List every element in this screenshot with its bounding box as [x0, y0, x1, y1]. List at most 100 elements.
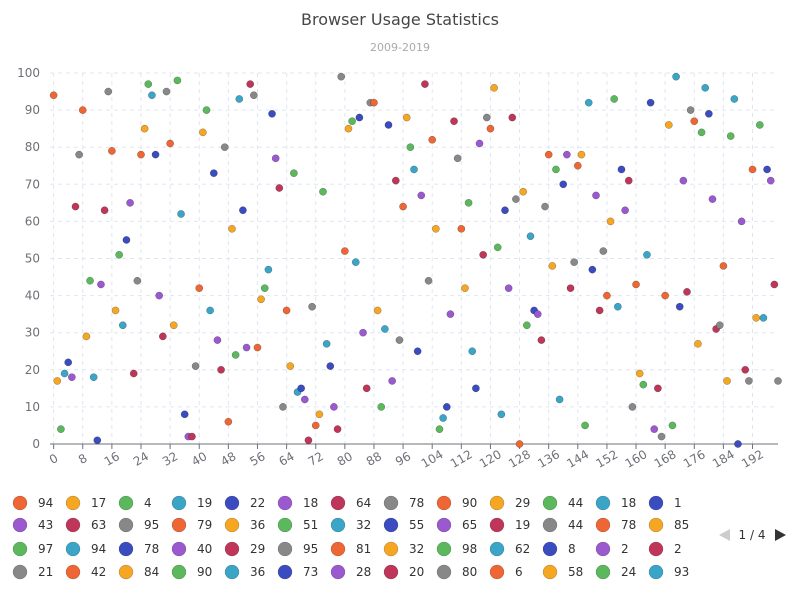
scatter-point[interactable]: [533, 310, 542, 318]
legend-marker[interactable]: [542, 495, 558, 511]
legend-marker[interactable]: [224, 541, 240, 557]
scatter-point[interactable]: [224, 417, 233, 426]
legend-label[interactable]: 28: [356, 565, 371, 579]
scatter-point[interactable]: [734, 440, 742, 448]
scatter-point[interactable]: [730, 95, 739, 103]
scatter-point[interactable]: [755, 121, 764, 129]
scatter-point[interactable]: [108, 147, 116, 155]
legend-label[interactable]: 22: [250, 496, 265, 510]
scatter-point[interactable]: [89, 373, 98, 382]
scatter-point[interactable]: [355, 113, 364, 122]
scatter-point[interactable]: [686, 106, 695, 114]
scatter-point[interactable]: [344, 124, 353, 133]
scatter-point[interactable]: [188, 432, 196, 441]
scatter-point[interactable]: [606, 217, 615, 226]
scatter-point[interactable]: [519, 187, 528, 196]
legend-label[interactable]: 2: [674, 542, 682, 556]
scatter-point[interactable]: [643, 250, 651, 259]
scatter-point[interactable]: [515, 440, 524, 448]
legend-marker[interactable]: [648, 495, 664, 511]
scatter-point[interactable]: [745, 377, 753, 385]
scatter-point[interactable]: [311, 421, 320, 430]
scatter-point[interactable]: [140, 124, 149, 133]
scatter-point[interactable]: [209, 169, 218, 178]
legend-marker[interactable]: [383, 564, 399, 580]
legend-label[interactable]: 85: [674, 518, 689, 532]
scatter-point[interactable]: [319, 187, 327, 196]
scatter-point[interactable]: [581, 421, 589, 430]
legend-label[interactable]: 36: [250, 565, 265, 579]
scatter-point[interactable]: [67, 373, 76, 382]
scatter-point[interactable]: [628, 403, 637, 411]
scatter-point[interactable]: [472, 384, 480, 393]
scatter-point[interactable]: [49, 91, 58, 100]
scatter-point[interactable]: [654, 384, 662, 393]
legend-label[interactable]: 55: [409, 518, 424, 532]
scatter-point[interactable]: [599, 247, 608, 255]
scatter-point[interactable]: [381, 325, 389, 333]
legend-marker[interactable]: [12, 495, 28, 511]
legend-label[interactable]: 93: [674, 565, 689, 579]
legend-label[interactable]: 32: [356, 518, 371, 532]
scatter-point[interactable]: [555, 395, 564, 404]
scatter-point[interactable]: [253, 343, 262, 352]
legend-marker[interactable]: [489, 495, 505, 511]
scatter-point[interactable]: [93, 436, 102, 445]
scatter-point[interactable]: [399, 202, 407, 211]
scatter-point[interactable]: [351, 258, 360, 267]
scatter-point[interactable]: [275, 184, 284, 192]
scatter-point[interactable]: [166, 139, 174, 148]
legend-marker[interactable]: [595, 517, 611, 533]
scatter-point[interactable]: [322, 339, 331, 348]
scatter-point[interactable]: [100, 206, 109, 215]
legend-label[interactable]: 95: [303, 542, 318, 556]
legend-label[interactable]: 64: [356, 496, 371, 510]
scatter-point[interactable]: [635, 369, 644, 378]
legend-label[interactable]: 58: [568, 565, 583, 579]
scatter-point[interactable]: [424, 276, 433, 285]
legend-label[interactable]: 97: [38, 542, 53, 556]
scatter-point[interactable]: [271, 154, 280, 163]
scatter-point[interactable]: [144, 80, 153, 88]
legend-marker[interactable]: [330, 517, 346, 533]
scatter-point[interactable]: [173, 76, 182, 85]
scatter-point[interactable]: [679, 176, 688, 185]
legend-marker[interactable]: [12, 517, 28, 533]
scatter-point[interactable]: [158, 332, 167, 341]
scatter-point[interactable]: [257, 295, 265, 304]
legend-label[interactable]: 81: [356, 542, 371, 556]
scatter-point[interactable]: [75, 150, 83, 159]
scatter-point[interactable]: [610, 95, 619, 103]
legend-label[interactable]: 95: [144, 518, 159, 532]
scatter-point[interactable]: [129, 369, 138, 378]
scatter-point[interactable]: [326, 362, 335, 370]
scatter-point[interactable]: [468, 347, 477, 356]
scatter-point[interactable]: [395, 336, 404, 344]
legend-marker[interactable]: [171, 517, 187, 533]
legend-marker[interactable]: [489, 517, 505, 533]
scatter-point[interactable]: [384, 121, 393, 129]
scatter-point[interactable]: [632, 280, 640, 289]
legend-marker[interactable]: [542, 564, 558, 580]
legend-label[interactable]: 6: [515, 565, 523, 579]
legend-marker[interactable]: [277, 564, 293, 580]
legend-marker[interactable]: [648, 517, 664, 533]
scatter-point[interactable]: [592, 191, 600, 200]
legend-marker[interactable]: [277, 517, 293, 533]
scatter-point[interactable]: [559, 180, 568, 189]
legend-marker[interactable]: [118, 517, 134, 533]
legend-marker[interactable]: [224, 564, 240, 580]
legend-label[interactable]: 98: [462, 542, 477, 556]
legend-marker[interactable]: [489, 541, 505, 557]
scatter-point[interactable]: [195, 284, 204, 293]
scatter-point[interactable]: [406, 143, 415, 152]
scatter-point[interactable]: [668, 421, 677, 430]
scatter-point[interactable]: [748, 165, 757, 174]
legend-label[interactable]: 19: [515, 518, 530, 532]
legend-label[interactable]: 24: [621, 565, 636, 579]
scatter-point[interactable]: [246, 80, 255, 88]
legend-marker[interactable]: [171, 495, 187, 511]
scatter-point[interactable]: [370, 98, 378, 107]
scatter-point[interactable]: [504, 284, 513, 293]
scatter-point[interactable]: [661, 291, 670, 300]
